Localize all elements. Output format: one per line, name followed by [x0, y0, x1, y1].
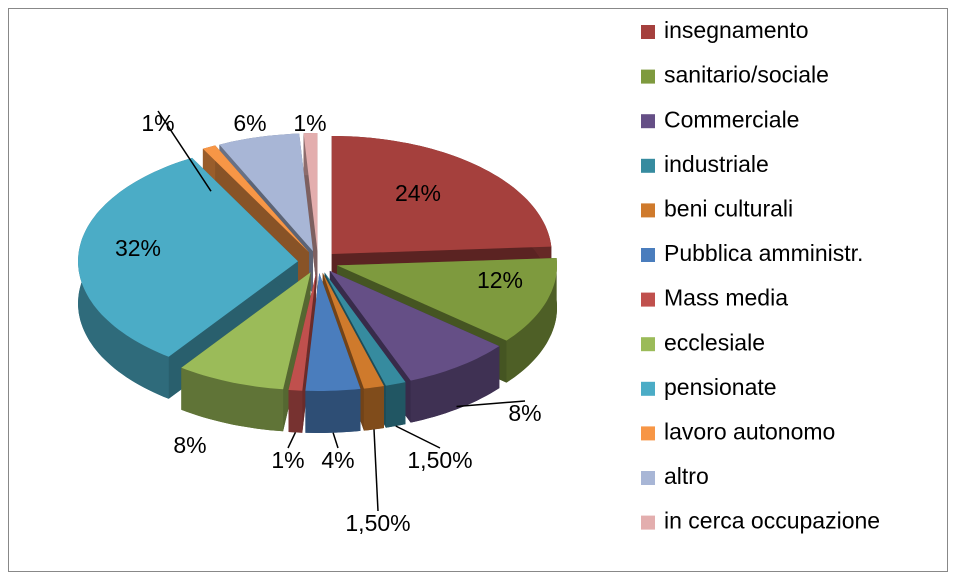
legend-swatch — [641, 248, 655, 262]
data-label: 12% — [477, 267, 523, 293]
legend-swatch — [641, 114, 655, 129]
legend-swatch — [641, 515, 655, 530]
legend-swatch — [641, 381, 655, 396]
data-label: 6% — [233, 110, 266, 136]
slice-wall — [506, 258, 557, 383]
legend-label: Mass media — [664, 285, 788, 311]
slice-top — [322, 272, 384, 389]
data-label: 1% — [293, 110, 326, 136]
slice-top — [305, 273, 361, 391]
legend-label: beni culturali — [664, 195, 793, 221]
slice-wall — [305, 388, 361, 433]
data-label: 32% — [115, 235, 161, 261]
leader-line — [395, 425, 441, 449]
pie-slice — [181, 272, 311, 432]
legend-swatch — [641, 203, 655, 218]
data-label: 1% — [141, 110, 174, 136]
slice-wall — [181, 367, 284, 432]
data-label: 1,50% — [345, 510, 410, 536]
leader-line — [373, 429, 379, 512]
slice-top — [337, 258, 557, 341]
leader-line — [456, 400, 526, 408]
slice-wall — [385, 382, 406, 428]
slice-top — [78, 157, 298, 357]
legend-label: Pubblica amministr. — [664, 240, 863, 266]
legend-label: in cerca occupazione — [664, 508, 880, 534]
pie-slice — [288, 273, 317, 433]
legend-label: ecclesiale — [664, 329, 765, 355]
slice-top — [324, 272, 406, 386]
slice-top — [329, 270, 500, 381]
chart-frame — [8, 8, 948, 572]
legend-label: altro — [664, 463, 709, 489]
data-label: 8% — [508, 400, 541, 426]
slice-top — [288, 273, 317, 391]
slice-wall — [410, 346, 500, 423]
legend-label: sanitario/sociale — [664, 62, 829, 88]
data-label: 1% — [271, 447, 304, 473]
data-label: 1,50% — [407, 447, 472, 473]
legend-label: lavoro autonomo — [664, 418, 835, 444]
data-label: 24% — [395, 180, 441, 206]
slice-top — [181, 272, 311, 390]
pie-slice — [305, 273, 361, 433]
leader-line — [332, 432, 339, 449]
legend-label: insegnamento — [664, 17, 809, 43]
slice-top — [219, 133, 313, 252]
legend-swatch — [641, 158, 655, 173]
legend-swatch — [641, 337, 655, 352]
legend-swatch — [641, 292, 655, 307]
data-label: 4% — [321, 447, 354, 473]
slice-wall — [363, 386, 384, 431]
leader-line — [287, 432, 297, 449]
legend-label: Commerciale — [664, 106, 799, 132]
legend-label: industriale — [664, 151, 769, 177]
leader-line — [157, 110, 212, 192]
legend-swatch — [641, 471, 655, 485]
slice-top — [202, 145, 309, 253]
legend-swatch — [641, 69, 655, 84]
slice-top — [331, 136, 552, 254]
data-label: 8% — [173, 432, 206, 458]
slice-top — [303, 133, 318, 251]
legend-swatch — [641, 426, 655, 441]
legend-label: pensionate — [664, 374, 777, 400]
legend-swatch — [641, 25, 655, 39]
slice-wall — [288, 390, 303, 433]
